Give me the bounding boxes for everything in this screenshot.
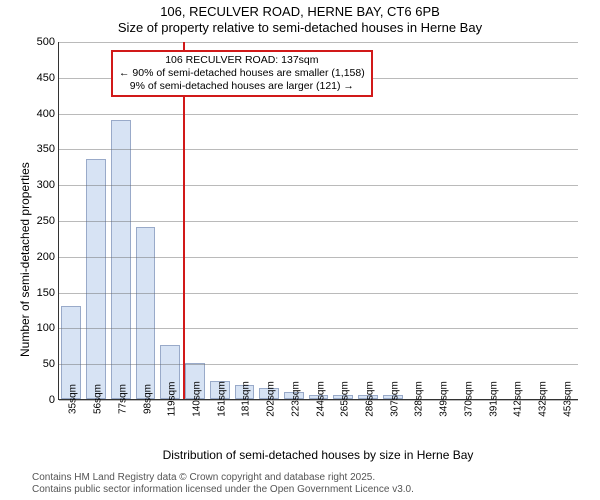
x-tick-label: 370sqm bbox=[459, 381, 474, 417]
y-tick-label: 400 bbox=[37, 108, 59, 120]
y-tick-label: 300 bbox=[37, 179, 59, 191]
page-title-line2: Size of property relative to semi-detach… bbox=[0, 20, 600, 36]
y-tick-label: 150 bbox=[37, 287, 59, 299]
callout-box: 106 RECULVER ROAD: 137sqm ← 90% of semi-… bbox=[111, 50, 373, 97]
y-tick-label: 0 bbox=[49, 394, 59, 406]
x-tick-label: 161sqm bbox=[212, 381, 227, 417]
x-tick-label: 328sqm bbox=[410, 381, 425, 417]
y-gridline bbox=[59, 221, 578, 222]
x-tick-label: 119sqm bbox=[163, 382, 178, 417]
y-gridline bbox=[59, 364, 578, 365]
y-axis-title: Number of semi-detached properties bbox=[18, 162, 32, 357]
x-tick-label: 307sqm bbox=[385, 381, 400, 417]
y-tick-label: 250 bbox=[37, 215, 59, 227]
y-gridline bbox=[59, 293, 578, 294]
histogram-bar bbox=[136, 227, 156, 399]
y-gridline bbox=[59, 185, 578, 186]
histogram-bar bbox=[86, 159, 106, 399]
x-tick-label: 265sqm bbox=[336, 381, 351, 417]
x-tick-label: 286sqm bbox=[360, 381, 375, 417]
x-tick-label: 140sqm bbox=[187, 381, 202, 417]
y-gridline bbox=[59, 400, 578, 401]
y-gridline bbox=[59, 42, 578, 43]
y-tick-label: 450 bbox=[37, 72, 59, 84]
x-tick-label: 432sqm bbox=[534, 381, 549, 417]
y-tick-label: 500 bbox=[37, 36, 59, 48]
x-tick-label: 35sqm bbox=[64, 384, 79, 414]
y-tick-label: 350 bbox=[37, 143, 59, 155]
x-tick-label: 77sqm bbox=[113, 384, 128, 414]
callout-line3: 9% of semi-detached houses are larger (1… bbox=[119, 80, 365, 93]
x-tick-label: 349sqm bbox=[435, 381, 450, 417]
callout-line2: ← 90% of semi-detached houses are smalle… bbox=[119, 67, 365, 80]
histogram-bar bbox=[111, 120, 131, 399]
histogram-chart: 35sqm56sqm77sqm98sqm119sqm140sqm161sqm18… bbox=[58, 42, 578, 400]
y-gridline bbox=[59, 328, 578, 329]
y-gridline bbox=[59, 149, 578, 150]
y-gridline bbox=[59, 114, 578, 115]
attribution-line1: Contains HM Land Registry data © Crown c… bbox=[32, 472, 414, 484]
x-tick-label: 223sqm bbox=[286, 381, 301, 417]
y-tick-label: 200 bbox=[37, 251, 59, 263]
callout-line1: 106 RECULVER ROAD: 137sqm bbox=[119, 54, 365, 67]
x-tick-label: 453sqm bbox=[558, 381, 573, 417]
y-tick-label: 50 bbox=[43, 358, 59, 370]
y-tick-label: 100 bbox=[37, 322, 59, 334]
x-tick-label: 181sqm bbox=[237, 381, 252, 417]
x-tick-label: 412sqm bbox=[509, 381, 524, 417]
y-gridline bbox=[59, 257, 578, 258]
x-tick-label: 56sqm bbox=[89, 384, 104, 414]
x-tick-label: 98sqm bbox=[138, 384, 153, 414]
attribution-line2: Contains public sector information licen… bbox=[32, 484, 414, 496]
x-tick-label: 391sqm bbox=[484, 381, 499, 417]
page-title-line1: 106, RECULVER ROAD, HERNE BAY, CT6 6PB bbox=[0, 4, 600, 20]
x-tick-label: 202sqm bbox=[262, 381, 277, 417]
x-tick-label: 244sqm bbox=[311, 381, 326, 417]
x-axis-title: Distribution of semi-detached houses by … bbox=[58, 448, 578, 462]
